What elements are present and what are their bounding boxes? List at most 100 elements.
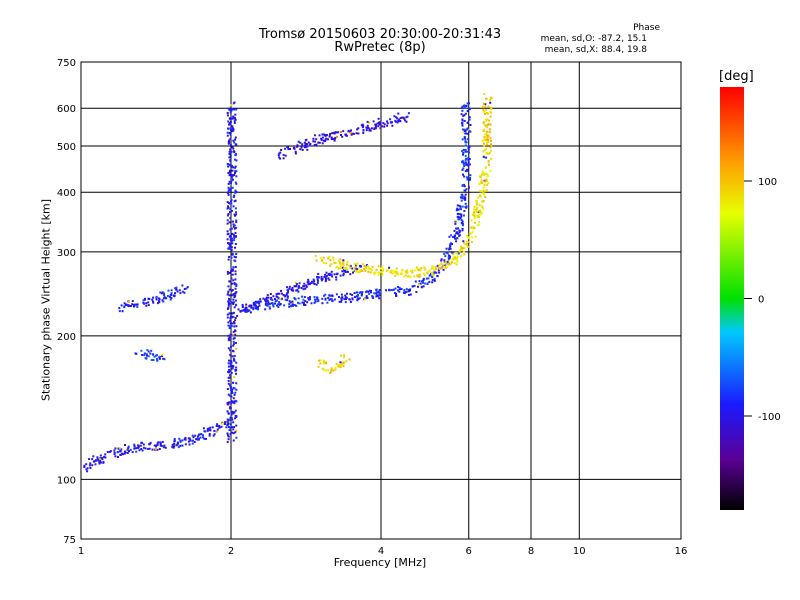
echo-point	[257, 306, 259, 309]
echo-point	[229, 364, 232, 367]
echo-point	[297, 285, 300, 288]
echo-point	[322, 359, 325, 362]
echo-point	[484, 190, 487, 193]
echo-point	[259, 300, 262, 303]
echo-point	[482, 189, 485, 192]
echo-point	[473, 211, 476, 214]
echo-point	[462, 247, 465, 250]
echo-point	[479, 213, 482, 216]
echo-point	[463, 214, 465, 217]
echo-point	[411, 271, 414, 274]
echo-point	[98, 462, 101, 465]
echo-point	[469, 177, 472, 179]
echo-point	[145, 304, 148, 307]
echo-point	[232, 344, 235, 347]
echo-point	[229, 423, 232, 426]
echo-point	[397, 273, 400, 276]
echo-point	[359, 270, 362, 273]
echo-point	[232, 333, 235, 336]
echo-point	[454, 234, 456, 237]
echo-point	[228, 280, 231, 283]
echo-point	[262, 297, 265, 300]
echo-point	[407, 275, 410, 278]
echo-point	[280, 292, 283, 295]
echo-point	[346, 268, 348, 271]
echo-point	[230, 176, 233, 179]
echo-point	[278, 156, 281, 159]
echo-point	[460, 247, 463, 250]
echo-point	[153, 355, 156, 358]
echo-point	[337, 267, 340, 270]
echo-point	[224, 421, 227, 424]
echo-point	[339, 361, 342, 364]
echo-point	[233, 121, 236, 124]
echo-point	[229, 433, 232, 436]
echo-point	[165, 297, 168, 300]
echo-point	[270, 302, 273, 305]
echo-point	[163, 294, 166, 297]
echo-point	[377, 294, 380, 297]
echo-point	[234, 299, 237, 302]
echo-point	[228, 359, 230, 362]
echo-point	[230, 372, 233, 374]
echo-point	[89, 462, 92, 465]
echo-point	[413, 269, 416, 272]
echo-point	[299, 141, 302, 144]
echo-point	[229, 336, 231, 339]
echo-point	[313, 140, 316, 143]
echo-point	[177, 446, 180, 449]
echo-point	[231, 128, 234, 131]
echo-point	[444, 261, 447, 264]
echo-point	[192, 436, 195, 439]
echo-point	[229, 244, 232, 247]
echo-point	[228, 174, 231, 177]
echo-point	[466, 128, 469, 131]
echo-point	[419, 269, 422, 272]
echo-point	[227, 334, 230, 337]
echo-point	[447, 263, 450, 266]
echo-point	[201, 434, 204, 437]
echo-point	[490, 145, 493, 148]
echo-point	[233, 108, 235, 111]
echo-point	[461, 229, 464, 232]
echo-point	[488, 119, 491, 122]
echo-point	[113, 451, 116, 454]
echo-point	[459, 255, 462, 258]
echo-point	[268, 307, 271, 310]
echo-point	[464, 202, 467, 205]
echo-point	[327, 369, 330, 372]
echo-point	[444, 262, 447, 265]
echo-point	[475, 200, 478, 202]
y-tick-label: 600	[57, 104, 76, 115]
echo-point	[454, 222, 457, 225]
echo-point	[464, 148, 467, 151]
echo-point	[485, 139, 488, 142]
echo-point	[226, 114, 229, 117]
echo-point	[401, 116, 404, 119]
echo-point	[470, 232, 473, 235]
echo-point	[459, 230, 462, 233]
echo-point	[233, 239, 236, 242]
echo-point	[140, 448, 143, 450]
echo-point	[335, 363, 338, 366]
echo-point	[334, 131, 337, 134]
echo-point	[357, 297, 360, 300]
echo-point	[354, 296, 357, 298]
echo-point	[342, 365, 345, 368]
echo-point	[128, 301, 130, 304]
echo-point	[235, 429, 238, 432]
echo-point	[325, 271, 328, 274]
echo-point	[220, 425, 223, 428]
echo-point	[227, 306, 230, 309]
echo-point	[235, 382, 238, 385]
echo-point	[344, 301, 347, 304]
echo-point	[147, 304, 150, 307]
echo-point	[309, 298, 311, 301]
echo-point	[241, 303, 244, 306]
echo-point	[230, 416, 233, 419]
echo-point	[226, 441, 229, 444]
echo-point	[485, 180, 488, 182]
echo-point	[306, 143, 309, 146]
echo-point	[453, 256, 456, 259]
echo-point	[226, 293, 229, 296]
